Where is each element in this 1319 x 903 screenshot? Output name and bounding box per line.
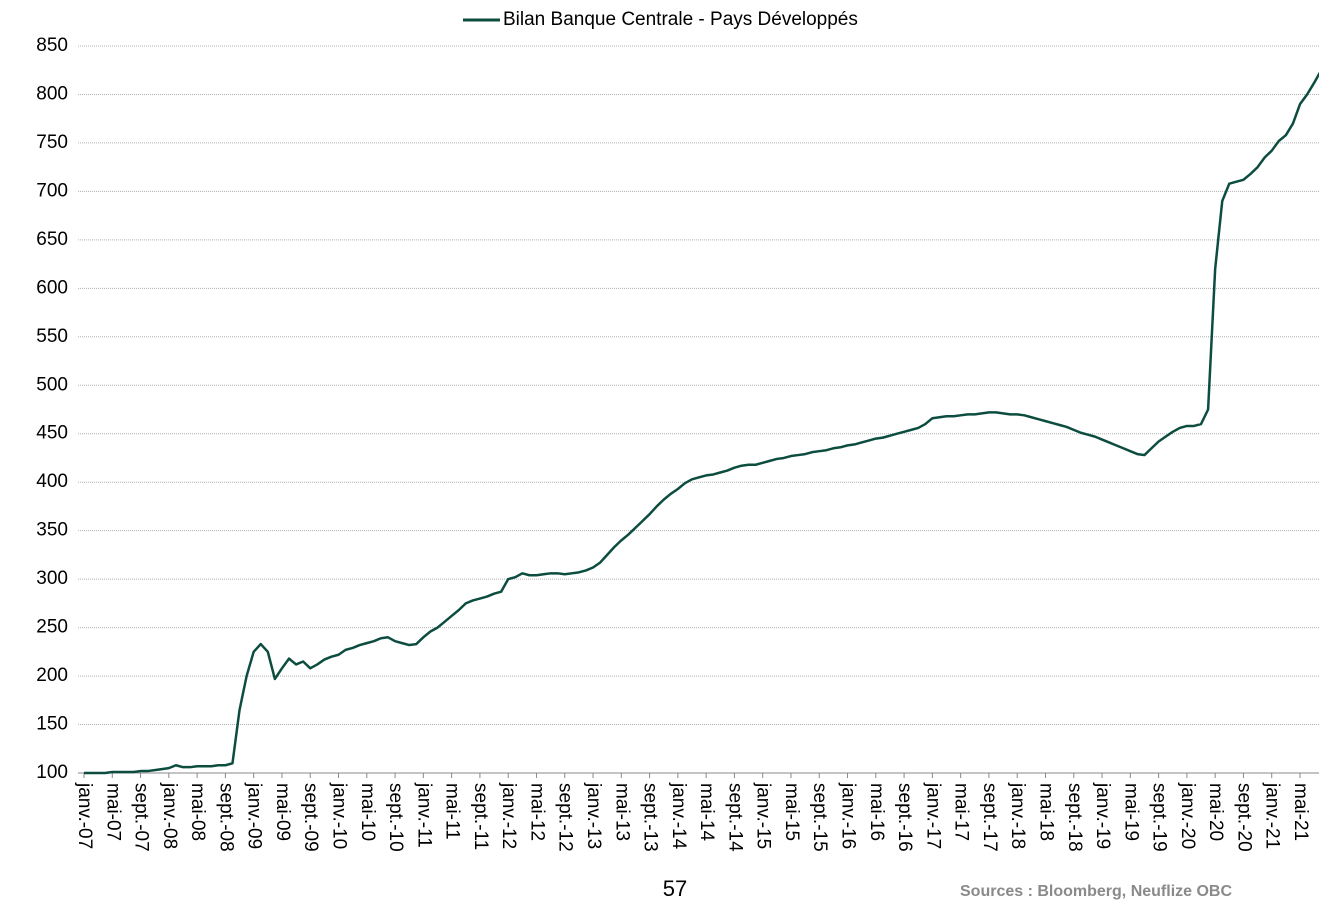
x-tick-label: janv.-15 bbox=[753, 782, 774, 849]
y-tick-label: 600 bbox=[36, 277, 68, 298]
x-tick-label: mai-12 bbox=[526, 783, 547, 841]
x-tick-label: sept.-20 bbox=[1233, 783, 1254, 852]
x-tick-label: janv.-20 bbox=[1177, 782, 1198, 849]
x-tick-label: sept.-14 bbox=[724, 783, 745, 852]
x-tick-label: janv.-07 bbox=[74, 782, 95, 849]
x-tick-label: mai-17 bbox=[951, 783, 972, 841]
x-tick-label: mai-14 bbox=[696, 783, 717, 842]
x-tick-label: mai-20 bbox=[1205, 783, 1226, 841]
x-tick-label: janv.-17 bbox=[922, 782, 943, 849]
x-tick-label: mai-15 bbox=[781, 783, 802, 841]
y-tick-label: 800 bbox=[36, 83, 68, 104]
y-tick-label: 400 bbox=[36, 471, 68, 492]
x-tick-label: janv.-12 bbox=[498, 782, 519, 849]
y-tick-label: 500 bbox=[36, 374, 68, 395]
x-tick-label: mai-08 bbox=[187, 783, 208, 841]
x-tick-label: sept.-13 bbox=[640, 783, 661, 852]
y-tick-label: 450 bbox=[36, 423, 68, 444]
x-tick-label: janv.-08 bbox=[159, 782, 180, 849]
x-tick-label: mai-16 bbox=[866, 783, 887, 841]
x-tick-label: janv.-21 bbox=[1262, 782, 1283, 849]
y-tick-label: 750 bbox=[36, 132, 68, 153]
y-tick-label: 650 bbox=[36, 229, 68, 250]
x-tick-label: sept.-11 bbox=[470, 783, 491, 850]
x-tick-label: sept.-15 bbox=[809, 783, 830, 852]
y-tick-label: 250 bbox=[36, 617, 68, 638]
y-tick-label: 200 bbox=[36, 665, 68, 686]
x-tick-label: sept.-19 bbox=[1149, 783, 1170, 852]
page-number: 57 bbox=[663, 876, 687, 901]
x-tick-label: mai-21 bbox=[1290, 783, 1311, 841]
x-tick-label: mai-07 bbox=[102, 783, 123, 841]
x-tick-label: sept.-17 bbox=[979, 783, 1000, 852]
x-tick-label: janv.-16 bbox=[838, 782, 859, 849]
x-tick-label: mai-19 bbox=[1120, 783, 1141, 841]
y-tick-label: 850 bbox=[36, 35, 68, 56]
y-tick-label: 300 bbox=[36, 568, 68, 589]
x-tick-label: mai-18 bbox=[1035, 783, 1056, 841]
x-tick-label: janv.-10 bbox=[328, 782, 349, 849]
x-tick-label: sept.-16 bbox=[894, 783, 915, 852]
legend-label: Bilan Banque Centrale - Pays Développés bbox=[503, 9, 858, 30]
x-tick-label: janv.-11 bbox=[413, 782, 434, 848]
x-tick-label: sept.-09 bbox=[300, 783, 321, 852]
x-tick-label: sept.-18 bbox=[1064, 783, 1085, 852]
x-tick-label: janv.-09 bbox=[244, 782, 265, 849]
x-tick-label: sept.-07 bbox=[131, 783, 152, 852]
y-tick-label: 700 bbox=[36, 180, 68, 201]
x-tick-label: mai-11 bbox=[442, 783, 463, 840]
data-line bbox=[84, 71, 1319, 775]
x-tick-label: janv.-13 bbox=[583, 782, 604, 849]
x-tick-label: janv.-19 bbox=[1092, 782, 1113, 849]
x-tick-label: mai-13 bbox=[611, 783, 632, 841]
x-tick-label: sept.-08 bbox=[215, 783, 236, 852]
x-tick-label: mai-10 bbox=[357, 783, 378, 841]
x-tick-label: sept.-10 bbox=[385, 783, 406, 852]
x-tick-label: janv.-18 bbox=[1007, 782, 1028, 849]
y-tick-label: 100 bbox=[36, 762, 68, 783]
y-tick-label: 150 bbox=[36, 714, 68, 735]
x-tick-label: janv.-14 bbox=[668, 782, 689, 850]
source: Sources : Bloomberg, Neuflize OBC bbox=[960, 883, 1232, 900]
y-tick-label: 350 bbox=[36, 520, 68, 541]
y-tick-label: 550 bbox=[36, 326, 68, 347]
x-tick-label: sept.-12 bbox=[555, 783, 576, 852]
x-tick-label: mai-09 bbox=[272, 783, 293, 841]
